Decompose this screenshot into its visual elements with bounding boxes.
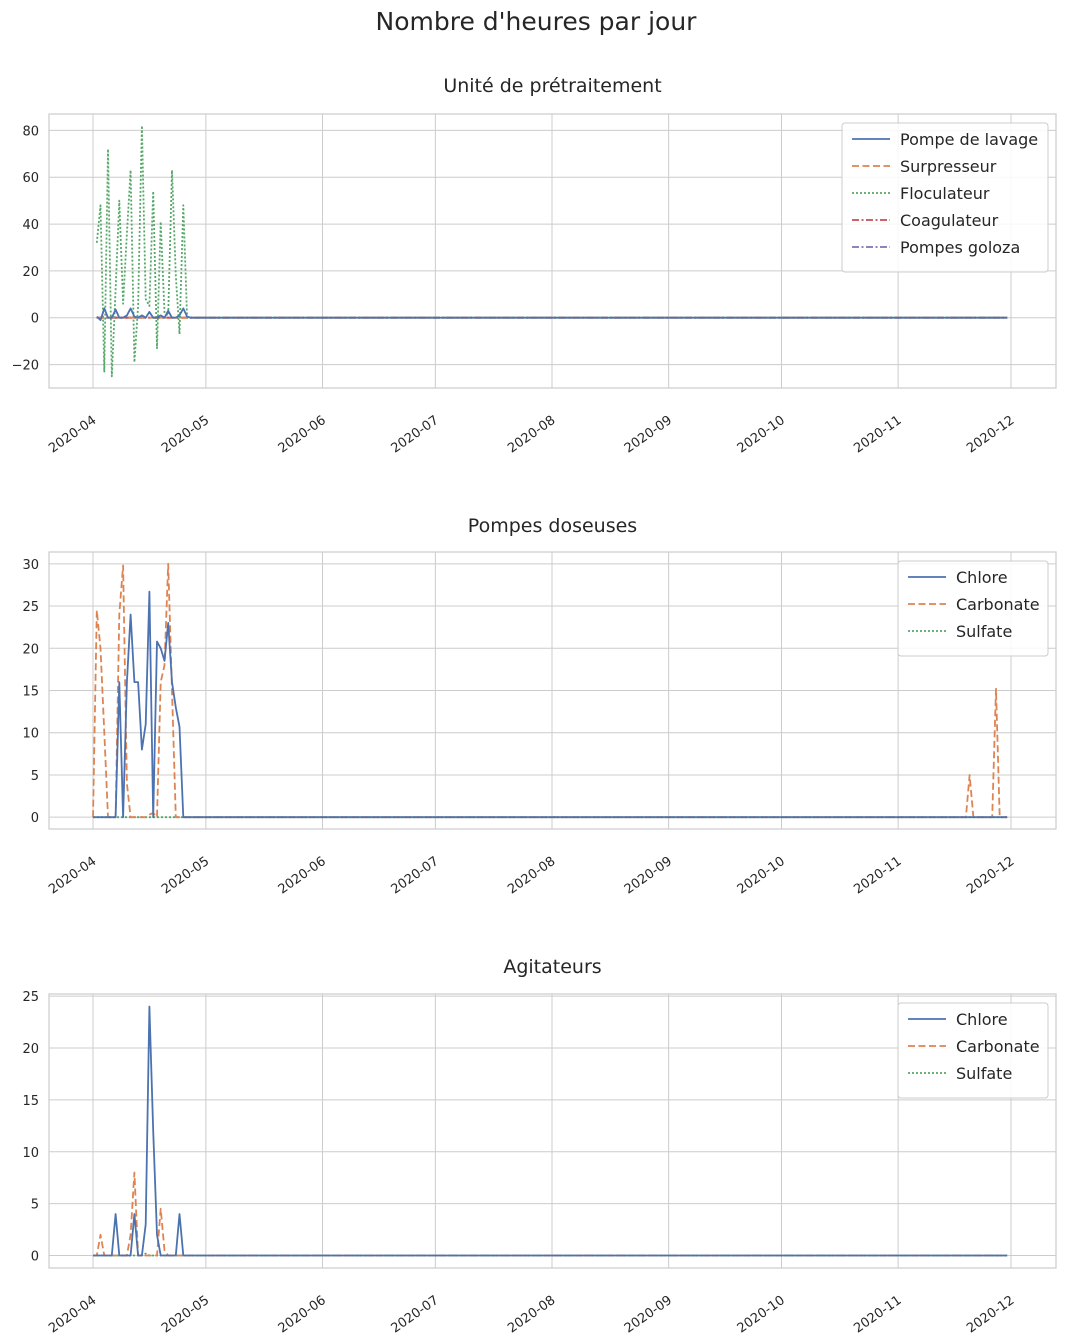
x-tick-label: 2020-10: [735, 854, 788, 897]
legend-label: Chlore: [956, 1010, 1008, 1029]
x-tick-label: 2020-07: [389, 854, 442, 897]
y-tick-label: 60: [22, 171, 39, 186]
y-tick-label: 10: [22, 727, 39, 742]
y-tick-label: 40: [22, 218, 39, 233]
y-tick-label: 10: [22, 1146, 39, 1161]
x-tick-label: 2020-12: [964, 413, 1017, 456]
series-line-pompe-de-lavage: [96, 307, 1008, 321]
series-line-chlore: [93, 1005, 1008, 1257]
x-tick-label: 2020-04: [46, 413, 99, 456]
x-tick-label: 2020-07: [389, 413, 442, 456]
legend-label: Surpresseur: [900, 157, 997, 176]
x-tick-label: 2020-10: [735, 413, 788, 456]
x-tick-label: 2020-06: [276, 854, 329, 897]
y-tick-label: 0: [31, 312, 39, 327]
legend-box: [897, 1002, 1049, 1099]
y-tick-label: 5: [31, 769, 39, 784]
x-tick-label: 2020-06: [276, 413, 329, 456]
panel-title: Unité de prétraitement: [443, 75, 661, 97]
x-tick-label: 2020-09: [622, 413, 675, 456]
x-tick-label: 2020-11: [851, 1293, 904, 1336]
y-tick-label: 0: [31, 1250, 39, 1265]
y-tick-label: 25: [22, 990, 39, 1005]
legend-label: Carbonate: [956, 1037, 1040, 1056]
y-tick-label: 25: [22, 600, 39, 615]
series-group: [92, 562, 1008, 819]
y-tick-label: 0: [31, 811, 39, 826]
y-tick-label: 30: [22, 558, 39, 573]
y-tick-label: −20: [12, 359, 39, 374]
panel-agitateurs: 0 5 10 15 20 25 2020-04 2020-05 2020-06 2020-07 20…: [22, 956, 1057, 1336]
plot-frame: [48, 993, 1057, 1269]
y-tick-label: 5: [31, 1198, 39, 1213]
y-tick-label: 20: [22, 642, 39, 657]
plot-frame: [48, 551, 1057, 830]
x-tick-label: 2020-10: [735, 1293, 788, 1336]
legend-label: Coagulateur: [900, 211, 999, 230]
x-tick-label: 2020-11: [851, 854, 904, 897]
legend-label: Pompe de lavage: [900, 130, 1038, 149]
x-tick-label: 2020-05: [159, 1293, 212, 1336]
legend-label: Pompes goloza: [900, 238, 1020, 257]
x-tick-label: 2020-09: [622, 854, 675, 897]
panel-title: Pompes doseuses: [468, 515, 637, 537]
series-line-carbonate: [93, 1171, 1008, 1257]
y-tick-label: 15: [22, 1094, 39, 1109]
legend-label: Chlore: [956, 568, 1008, 587]
legend-box: [897, 560, 1049, 657]
x-tick-label: 2020-05: [159, 413, 212, 456]
plot-frame: [48, 113, 1057, 389]
panel-pretraitement: −20 0 20 40 60 80 2020-04 2020-05 2020-06 2020-07…: [12, 75, 1057, 456]
x-tick-label: 2020-08: [505, 413, 558, 456]
y-tick-label: 20: [22, 1042, 39, 1057]
panel-pompes-doseuses: 0 5 10 15 20 25 30 2020-04 2020-05 2020-06 2020-07…: [22, 515, 1057, 897]
x-tick-label: 2020-12: [964, 1293, 1017, 1336]
series-line-chlore: [93, 590, 1008, 819]
legend-label: Sulfate: [956, 622, 1012, 641]
x-tick-label: 2020-04: [46, 1293, 99, 1336]
figure-title: Nombre d'heures par jour: [376, 7, 698, 36]
x-tick-label: 2020-06: [276, 1293, 329, 1336]
x-tick-label: 2020-08: [505, 854, 558, 897]
y-tick-label: 80: [22, 124, 39, 139]
x-tick-label: 2020-07: [389, 1293, 442, 1336]
series-group: [95, 124, 1008, 378]
legend-label: Carbonate: [956, 595, 1040, 614]
x-tick-label: 2020-12: [964, 854, 1017, 897]
y-tick-label: 15: [22, 685, 39, 700]
series-line-floculateur: [95, 124, 1008, 378]
legend-box: [841, 122, 1049, 273]
legend-label: Floculateur: [900, 184, 990, 203]
x-tick-label: 2020-09: [622, 1293, 675, 1336]
y-tick-label: 20: [22, 265, 39, 280]
series-group: [93, 1005, 1008, 1257]
x-tick-label: 2020-11: [851, 413, 904, 456]
x-tick-label: 2020-08: [505, 1293, 558, 1336]
legend-label: Sulfate: [956, 1064, 1012, 1083]
panel-title: Agitateurs: [503, 956, 601, 978]
x-tick-label: 2020-04: [46, 854, 99, 897]
x-tick-label: 2020-05: [159, 854, 212, 897]
